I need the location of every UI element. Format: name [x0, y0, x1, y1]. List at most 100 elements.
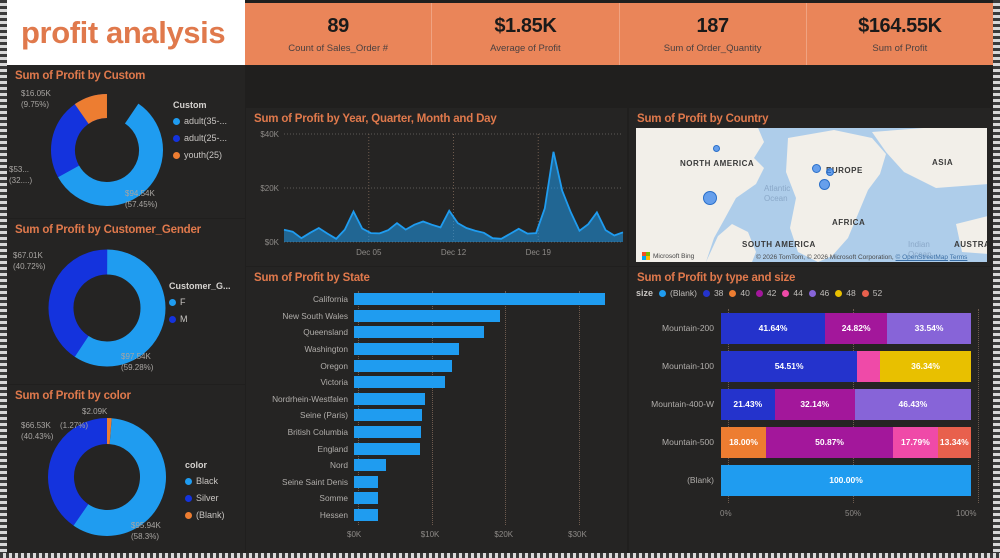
- map-bubble-3[interactable]: [825, 168, 834, 177]
- legend-item-size-44[interactable]: 44: [782, 288, 803, 298]
- chart-profit-by-state[interactable]: Sum of Profit by State $0K $10K $20K $30K Ca…: [246, 267, 627, 553]
- map-terms-link[interactable]: Terms: [949, 254, 968, 261]
- legend-item-custom-1[interactable]: adult(25-...: [173, 133, 227, 143]
- bar-fill[interactable]: [354, 343, 460, 356]
- bar-row[interactable]: Oregon: [246, 357, 621, 374]
- stack-segment-size-42[interactable]: 50.87%: [766, 426, 894, 458]
- stacked-bar-row[interactable]: Mountain-200 41.64% 24.82% 33.54%: [629, 309, 971, 347]
- bar-fill[interactable]: [354, 376, 446, 389]
- stack-segment-size-40[interactable]: 18.00%: [721, 426, 766, 458]
- kpi-card-0[interactable]: 89 Count of Sales_Order #: [245, 3, 433, 65]
- chart-profit-by-custom[interactable]: Sum of Profit by Custom $16.05K (9.75%) …: [7, 65, 245, 218]
- donut-slice-adult35[interactable]: [46, 89, 168, 211]
- map-attribution: © 2026 TomTom, © 2026 Microsoft Corporat…: [756, 254, 967, 261]
- stack-segment-size-46[interactable]: 46.43%: [854, 388, 971, 420]
- stack-segment-size-42[interactable]: 24.82%: [825, 312, 888, 344]
- bar-fill[interactable]: [354, 426, 422, 439]
- stack-segment-size-52[interactable]: 13.34%: [937, 426, 971, 458]
- stack-segment-size-48[interactable]: 36.34%: [880, 350, 971, 382]
- bar-fill[interactable]: [354, 475, 379, 488]
- bar-fill[interactable]: [354, 442, 421, 455]
- legend-item-custom-2[interactable]: youth(25): [173, 150, 227, 160]
- kpi-card-3[interactable]: $164.55K Sum of Profit: [807, 3, 993, 65]
- bar-category-label: Victoria: [320, 377, 348, 388]
- stack-segment-size-38[interactable]: 21.43%: [721, 388, 775, 420]
- chart-profit-by-gender[interactable]: Sum of Profit by Customer_Gender $67.01K…: [7, 219, 245, 384]
- bar-row[interactable]: Seine Saint Denis: [246, 474, 621, 491]
- openstreetmap-link[interactable]: © OpenStreetMap: [895, 254, 949, 261]
- legend-item-gender-0[interactable]: F: [169, 297, 231, 307]
- area-chart-svg[interactable]: $0K $20K $40K Dec 05 Dec 12 Dec 19: [246, 126, 627, 266]
- bar-plot-area[interactable]: $0K $10K $20K $30K California New South Wales…: [246, 287, 621, 553]
- bar-row[interactable]: Nordrhein-Westfalen: [246, 391, 621, 408]
- stacked-bar-row[interactable]: Mountain-400-W 21.43% 32.14% 46.43%: [629, 385, 971, 423]
- legend-swatch-icon: [185, 477, 192, 485]
- bar-fill[interactable]: [354, 509, 378, 522]
- bar-fill[interactable]: [354, 392, 425, 405]
- legend-item-size-46[interactable]: 46: [808, 288, 829, 298]
- bar-category-label: Oregon: [320, 360, 348, 371]
- legend-item-size-40[interactable]: 40: [729, 288, 750, 298]
- legend-item-color-1[interactable]: Silver: [185, 493, 225, 503]
- map-canvas[interactable]: NORTH AMERICA EUROPE ASIA AFRICA SOUTH A…: [636, 128, 987, 262]
- bar-row[interactable]: Washington: [246, 341, 621, 358]
- bar-row[interactable]: Nord: [246, 457, 621, 474]
- chart-profit-by-color[interactable]: Sum of Profit by color $2.09K (1.27%) $6…: [7, 385, 245, 553]
- kpi-card-2[interactable]: 187 Sum of Order_Quantity: [620, 3, 807, 65]
- chart-legend[interactable]: Custom adult(35-... adult(25-... youth(25): [173, 100, 227, 167]
- legend-item-color-2[interactable]: (Blank): [185, 510, 225, 520]
- legend-swatch-icon: [169, 298, 176, 306]
- map-bubble-4[interactable]: [818, 178, 830, 190]
- bar-row[interactable]: Seine (Paris): [246, 407, 621, 424]
- bar-row[interactable]: New South Wales: [246, 308, 621, 325]
- bar-fill[interactable]: [354, 309, 500, 322]
- stack-plot-area[interactable]: 0% 50% 100% Mountain-200 41.64% 24.82% 33.54% M…: [629, 305, 987, 553]
- stacked-bar-row[interactable]: Mountain-500 18.00% 50.87% 17.79% 13.34%: [629, 423, 971, 461]
- bar-row[interactable]: Somme: [246, 490, 621, 507]
- stack-segment-size-46[interactable]: 33.54%: [887, 312, 971, 344]
- legend-item-custom-0[interactable]: adult(35-...: [173, 116, 227, 126]
- stacked-bar-row[interactable]: (Blank) 100.00%: [629, 461, 971, 499]
- stack-segment-size-44[interactable]: 17.79%: [893, 426, 938, 458]
- legend-item-gender-1[interactable]: M: [169, 314, 231, 324]
- bar-fill[interactable]: [354, 409, 422, 422]
- stack-segment-size-38[interactable]: 41.64%: [721, 312, 826, 344]
- chart-profit-by-type-and-size[interactable]: Sum of Profit by type and size size (Bla…: [629, 267, 993, 553]
- stack-segment-size-38[interactable]: 54.51%: [721, 350, 858, 382]
- legend-item-size-52[interactable]: 52: [861, 288, 882, 298]
- bar-fill[interactable]: [354, 359, 453, 372]
- map-bubble-2[interactable]: [811, 164, 821, 174]
- map-bubble-0[interactable]: [713, 145, 721, 153]
- line-plot-area[interactable]: $0K $20K $40K Dec 05 Dec 12 Dec 19: [246, 126, 627, 266]
- legend-item-size-48[interactable]: 48: [835, 288, 856, 298]
- legend-item-size-(Blank)[interactable]: (Blank): [659, 288, 697, 298]
- bar-row[interactable]: California: [246, 291, 621, 308]
- legend-item-size-38[interactable]: 38: [702, 288, 723, 298]
- kpi-card-1[interactable]: $1.85K Average of Profit: [432, 3, 620, 65]
- bar-row[interactable]: Hessen: [246, 507, 621, 524]
- stacked-bar-row[interactable]: Mountain-100 54.51% 36.34%: [629, 347, 971, 385]
- chart-profit-by-date[interactable]: Sum of Profit by Year, Quarter, Month an…: [246, 108, 627, 266]
- stack-segment-size-44[interactable]: [857, 350, 881, 382]
- legend-item-size-42[interactable]: 42: [755, 288, 776, 298]
- map-label-indian-ocean: Indian Ocean: [908, 240, 932, 259]
- legend-item-color-0[interactable]: Black: [185, 476, 225, 486]
- bar-fill[interactable]: [354, 326, 485, 339]
- chart-legend[interactable]: size (Blank) 38 40 42 44 46 48 52: [636, 288, 888, 298]
- bar-row[interactable]: England: [246, 440, 621, 457]
- map-bubble-1[interactable]: [702, 190, 717, 205]
- bar-row[interactable]: Queensland: [246, 324, 621, 341]
- stack-segment-size-(Blank)[interactable]: 100.00%: [721, 464, 971, 496]
- bar-row[interactable]: British Columbia: [246, 424, 621, 441]
- slice-label-blank: $2.09K: [82, 407, 108, 416]
- bar-row[interactable]: Victoria: [246, 374, 621, 391]
- chart-profit-by-country[interactable]: Sum of Profit by Country NORTH AMERICA E…: [629, 108, 993, 266]
- donut-slice-blank[interactable]: [48, 418, 166, 536]
- chart-legend[interactable]: color Black Silver (Blank): [185, 460, 225, 527]
- bar-fill[interactable]: [354, 293, 605, 306]
- donut-slice-silver[interactable]: [43, 413, 171, 541]
- bar-fill[interactable]: [354, 459, 386, 472]
- bar-fill[interactable]: [354, 492, 379, 505]
- stack-segment-size-42[interactable]: 32.14%: [774, 388, 855, 420]
